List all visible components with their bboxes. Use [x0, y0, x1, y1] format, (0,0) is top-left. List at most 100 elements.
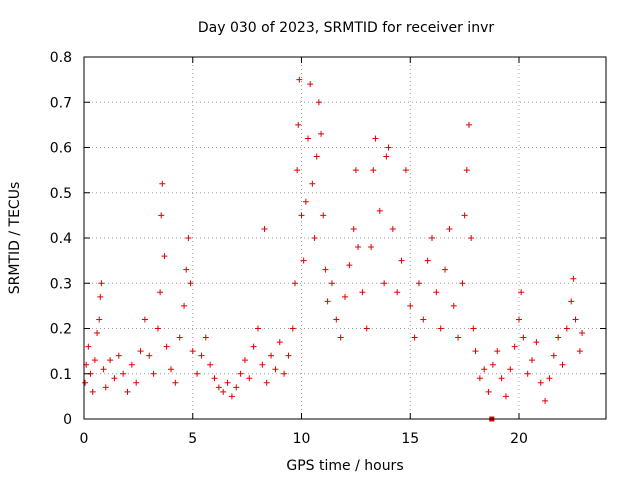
data-point — [350, 225, 357, 232]
data-point — [176, 334, 183, 341]
data-point — [472, 348, 479, 355]
data-point — [476, 375, 483, 382]
data-point — [300, 257, 307, 264]
data-point — [237, 370, 244, 377]
data-point — [215, 384, 222, 391]
data-point — [507, 366, 514, 373]
data-point — [383, 153, 390, 160]
data-point — [89, 388, 96, 395]
data-point — [333, 316, 340, 323]
data-point — [198, 352, 205, 359]
data-point — [120, 370, 127, 377]
data-point — [315, 99, 322, 106]
data-point — [91, 357, 98, 364]
data-point — [159, 180, 166, 187]
data-point — [579, 330, 586, 337]
data-point — [322, 266, 329, 273]
data-point — [102, 384, 109, 391]
x-tick-label: 15 — [401, 431, 419, 447]
data-point — [294, 167, 301, 174]
data-point — [489, 361, 496, 368]
data-point — [307, 81, 314, 88]
data-point — [320, 212, 327, 219]
data-point — [233, 384, 240, 391]
data-point — [259, 361, 266, 368]
data-point — [385, 144, 392, 151]
data-point — [298, 212, 305, 219]
y-tick-label: 0.3 — [50, 276, 72, 292]
x-axis-label: GPS time / hours — [286, 458, 403, 474]
data-point — [481, 366, 488, 373]
data-point — [82, 379, 89, 386]
data-point — [346, 262, 353, 269]
data-point — [324, 298, 331, 305]
data-point — [168, 366, 174, 373]
y-tick-label: 0.6 — [50, 141, 72, 157]
data-point — [224, 379, 231, 386]
grid-lines — [84, 57, 606, 419]
data-point — [372, 135, 379, 142]
data-point — [228, 393, 235, 400]
data-point — [529, 357, 536, 364]
data-point — [363, 325, 370, 332]
data-point — [370, 167, 377, 174]
data-point — [128, 361, 135, 368]
data-point — [459, 280, 466, 287]
data-point — [276, 339, 283, 346]
data-point — [311, 235, 318, 241]
data-point — [415, 280, 422, 287]
data-point — [437, 325, 444, 332]
data-point — [368, 244, 375, 251]
data-point — [524, 370, 531, 377]
data-point — [313, 153, 320, 160]
y-tick-label: 0.7 — [50, 95, 72, 111]
data-point — [376, 207, 383, 214]
y-tick-label: 0.5 — [50, 186, 72, 202]
data-point — [241, 357, 248, 364]
data-point — [381, 280, 388, 287]
data-point — [355, 244, 362, 251]
data-point — [572, 316, 579, 323]
data-point — [461, 212, 468, 219]
data-point — [516, 316, 522, 323]
data-point — [389, 225, 396, 232]
data-point — [187, 280, 194, 287]
data-point — [161, 253, 168, 260]
data-point — [94, 330, 101, 337]
data-point — [146, 352, 153, 359]
data-point — [394, 289, 401, 296]
data-point — [111, 375, 118, 382]
x-tick-label: 0 — [80, 431, 89, 447]
data-point — [433, 289, 440, 296]
y-axis: 0 0.1 0.2 0.3 0.4 0.5 0.6 0.7 0.8 — [50, 50, 606, 428]
data-point — [424, 257, 431, 264]
data-point — [289, 325, 296, 332]
data-point — [398, 257, 405, 264]
data-point — [157, 289, 164, 296]
data-point — [291, 280, 298, 287]
data-point — [465, 121, 472, 128]
data-point — [296, 76, 303, 83]
data-point — [302, 198, 309, 205]
data-series — [82, 76, 586, 422]
data-point — [107, 357, 114, 364]
data-point — [263, 379, 270, 386]
data-point — [154, 325, 161, 332]
data-point — [518, 289, 525, 296]
data-point — [250, 343, 257, 350]
data-point — [220, 388, 227, 395]
data-point — [211, 375, 218, 382]
data-point — [450, 302, 457, 309]
data-point — [407, 302, 414, 309]
data-point — [494, 348, 501, 355]
data-point — [429, 235, 435, 241]
data-point — [470, 325, 477, 332]
data-point — [542, 397, 549, 404]
data-point — [115, 352, 122, 359]
data-point — [342, 293, 348, 300]
data-point — [272, 366, 279, 373]
data-point — [181, 302, 188, 309]
data-point — [318, 130, 325, 137]
data-point — [359, 289, 366, 296]
